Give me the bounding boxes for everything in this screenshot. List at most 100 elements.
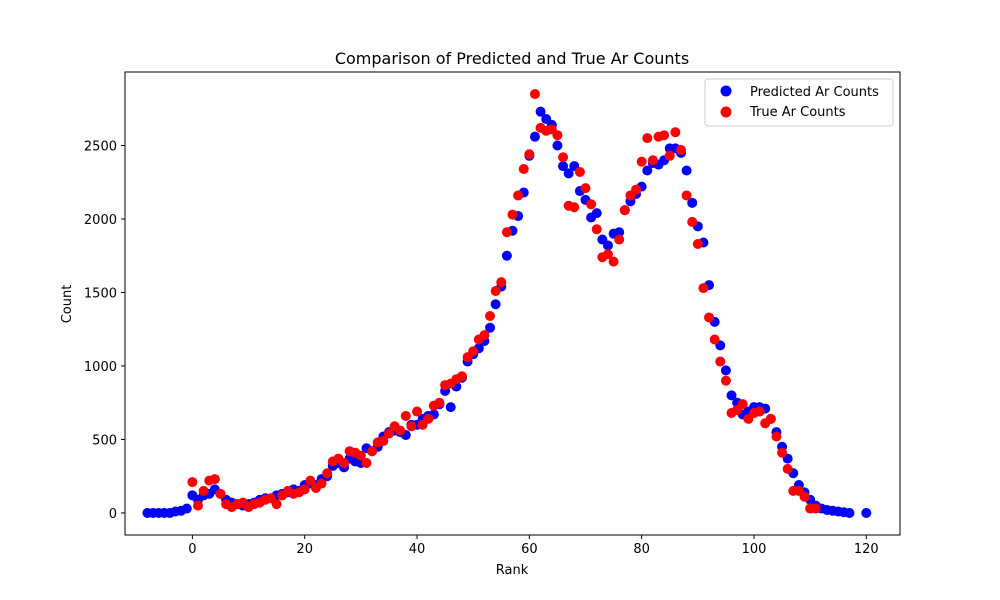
true-point (782, 463, 793, 474)
true-point (619, 205, 630, 216)
predicted-point (687, 197, 698, 208)
predicted-point (563, 168, 574, 179)
legend-box (704, 78, 894, 127)
true-point (456, 371, 467, 382)
legend-marker-true (720, 106, 732, 118)
true-point (271, 499, 282, 510)
predicted-point (535, 106, 546, 117)
true-point (765, 413, 776, 424)
true-point (591, 224, 602, 235)
true-point (720, 375, 731, 386)
true-point (698, 283, 709, 294)
predicted-point (614, 227, 625, 238)
points-layer (142, 89, 872, 518)
true-point (529, 89, 540, 100)
series-true (187, 89, 821, 514)
true-point (193, 500, 204, 511)
true-point (367, 446, 378, 457)
x-axis: 0 20 40 60 80 100 120 (188, 535, 879, 557)
predicted-point (861, 507, 872, 518)
true-point (631, 184, 642, 195)
true-point (198, 485, 209, 496)
true-point (737, 399, 748, 410)
true-point (552, 130, 563, 141)
true-point (434, 397, 445, 408)
predicted-point (501, 250, 512, 261)
true-point (810, 503, 821, 514)
true-point (659, 130, 670, 141)
true-point (799, 491, 810, 502)
true-point (777, 447, 788, 458)
x-axis-label: Rank (496, 563, 529, 578)
x-tick-label: 20 (296, 542, 313, 557)
x-tick-label: 0 (188, 542, 196, 557)
true-point (524, 149, 535, 160)
true-point (468, 346, 479, 357)
true-point (664, 150, 675, 161)
predicted-point (490, 299, 501, 310)
x-tick-label: 120 (854, 542, 879, 557)
true-point (614, 234, 625, 245)
true-point (580, 183, 591, 194)
predicted-point (642, 165, 653, 176)
predicted-point (844, 507, 855, 518)
true-point (339, 457, 350, 468)
chart-title: Comparison of Predicted and True Ar Coun… (335, 49, 689, 68)
true-point (507, 209, 518, 220)
true-point (642, 133, 653, 144)
predicted-point (552, 140, 563, 151)
true-point (406, 421, 417, 432)
true-point (586, 199, 597, 210)
true-point (316, 478, 327, 489)
y-tick-label: 1500 (84, 286, 117, 301)
predicted-point (445, 402, 456, 413)
true-point (209, 474, 220, 485)
true-point (602, 249, 613, 260)
plot-frame (124, 71, 901, 536)
predicted-point (485, 322, 496, 333)
x-tick-label: 60 (521, 542, 538, 557)
legend: Predicted Ar Counts True Ar Counts (704, 78, 894, 127)
true-point (715, 356, 726, 367)
true-point (670, 127, 681, 138)
true-point (608, 256, 619, 267)
y-axis: 0 500 1000 1500 2000 2500 (84, 139, 125, 522)
true-point (709, 334, 720, 345)
true-point (569, 202, 580, 213)
true-point (383, 428, 394, 439)
true-point (636, 156, 647, 167)
legend-marker-predicted (720, 85, 732, 97)
x-tick-label: 80 (633, 542, 650, 557)
predicted-point (720, 365, 731, 376)
predicted-point (726, 390, 737, 401)
y-tick-label: 2500 (84, 139, 117, 154)
true-point (558, 152, 569, 163)
legend-label-true: True Ar Counts (749, 105, 846, 120)
true-point (675, 144, 686, 155)
true-point (305, 475, 316, 486)
true-point (485, 310, 496, 321)
predicted-point (681, 165, 692, 176)
y-tick-label: 2000 (84, 213, 117, 228)
x-tick-label: 100 (742, 542, 767, 557)
true-point (215, 488, 226, 499)
true-point (754, 406, 765, 417)
true-point (518, 164, 529, 175)
true-point (322, 468, 333, 479)
y-tick-label: 1000 (84, 360, 117, 375)
true-point (692, 238, 703, 249)
true-point (378, 435, 389, 446)
true-point (423, 413, 434, 424)
predicted-point (591, 208, 602, 219)
true-point (704, 312, 715, 323)
true-point (681, 190, 692, 201)
y-tick-label: 0 (109, 507, 117, 522)
true-point (479, 330, 490, 341)
true-point (647, 155, 658, 166)
true-point (361, 457, 372, 468)
true-point (513, 190, 524, 201)
true-point (187, 477, 198, 488)
y-tick-label: 500 (92, 433, 117, 448)
true-point (501, 227, 512, 238)
